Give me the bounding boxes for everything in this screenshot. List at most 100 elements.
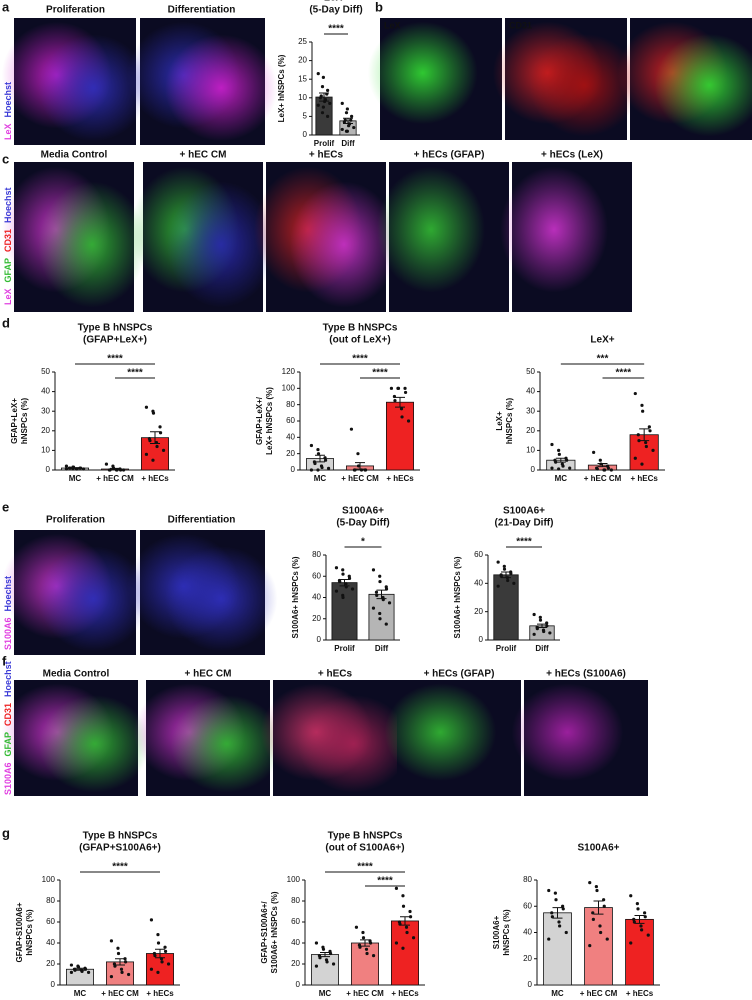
y-axis-label: LeX+ hNSPCs (%)	[277, 54, 286, 122]
data-point	[639, 924, 643, 928]
data-point	[633, 391, 637, 396]
data-point	[344, 582, 348, 586]
data-point	[602, 898, 606, 902]
y-tick-label: 10	[41, 446, 50, 455]
chart-title: (5-Day Diff)	[309, 5, 362, 16]
data-point	[323, 458, 328, 462]
data-point	[156, 933, 160, 937]
panel-letter: d	[2, 315, 10, 330]
y-tick-label: 40	[286, 432, 295, 441]
chart-title: LeX+	[324, 0, 348, 4]
error-bar	[552, 907, 563, 919]
data-point	[338, 579, 342, 584]
data-point	[411, 936, 416, 940]
micrograph-signal	[38, 695, 151, 793]
data-point	[73, 968, 77, 972]
data-point	[375, 593, 379, 597]
data-point	[126, 972, 131, 977]
y-tick-label: 40	[523, 928, 532, 937]
data-point	[538, 615, 542, 619]
data-point	[509, 571, 513, 576]
micrograph-signal	[165, 546, 278, 652]
data-point	[151, 458, 155, 462]
data-point	[163, 945, 167, 949]
x-tick-label: Diff	[341, 139, 355, 148]
x-tick-label: + hECs	[626, 989, 654, 998]
micrograph-signal	[38, 181, 146, 308]
data-point	[542, 629, 546, 634]
micrograph-signal	[297, 695, 410, 793]
error-bar	[315, 454, 325, 463]
data-point	[557, 448, 561, 452]
data-point	[550, 466, 554, 470]
data-point	[318, 96, 322, 100]
error-bar	[155, 948, 165, 959]
data-point	[81, 467, 86, 471]
data-point	[401, 904, 406, 908]
data-point	[331, 962, 336, 966]
data-point	[69, 963, 74, 967]
data-point	[396, 386, 401, 390]
data-point	[404, 925, 409, 929]
y-tick-label: 40	[46, 938, 55, 947]
x-tick-label: Prolif	[496, 644, 517, 653]
chart-title: Type B hNSPCs	[323, 323, 398, 334]
data-point	[502, 567, 507, 571]
data-point	[378, 574, 382, 578]
y-tick-label: 60	[46, 917, 55, 926]
panel-letter: b	[375, 0, 383, 14]
data-point	[400, 415, 404, 419]
data-point	[633, 456, 637, 460]
error-bar	[376, 589, 387, 600]
bar	[385, 401, 414, 471]
data-point	[557, 467, 561, 471]
data-point	[406, 419, 411, 423]
data-point	[340, 101, 344, 105]
error-bar	[110, 467, 120, 471]
data-point	[651, 448, 655, 452]
data-point	[643, 911, 647, 915]
chart-title: (5-Day Diff)	[336, 518, 389, 529]
channel-label: CD31	[3, 229, 13, 252]
y-tick-label: 100	[42, 875, 56, 884]
data-point	[341, 572, 345, 576]
data-point	[550, 915, 554, 919]
error-bar	[501, 571, 511, 579]
x-tick-label: MC	[319, 989, 332, 998]
data-point	[148, 439, 152, 443]
data-point	[155, 444, 159, 449]
data-point	[640, 403, 644, 407]
data-point	[321, 75, 325, 79]
y-axis-label: GFAP+S100A6+/	[260, 901, 269, 964]
chart-title: S100A6+	[503, 506, 545, 517]
y-tick-label: 80	[286, 400, 295, 409]
data-point	[644, 444, 648, 449]
data-point	[361, 936, 366, 940]
bar	[368, 593, 395, 641]
data-point	[646, 933, 650, 937]
data-point	[123, 957, 127, 961]
data-point	[104, 462, 109, 466]
data-point	[345, 107, 349, 111]
y-tick-label: 20	[286, 449, 295, 458]
image-title: Media Control	[43, 669, 110, 680]
channel-label: Hoechst	[3, 576, 13, 612]
data-point	[512, 581, 516, 585]
x-tick-label: + hEC CM	[341, 474, 379, 483]
data-point	[149, 918, 154, 922]
channel-label: Hoechst	[3, 82, 13, 118]
data-point	[635, 902, 639, 906]
x-tick-label: + hEC CM	[580, 989, 618, 998]
data-point	[609, 468, 613, 472]
bar	[493, 574, 519, 641]
y-tick-label: 30	[41, 406, 50, 415]
error-bar	[555, 457, 566, 463]
chart-title: (out of S100A6+)	[325, 843, 404, 854]
x-tick-label: + hEC CM	[346, 989, 384, 998]
data-point	[554, 898, 558, 902]
data-point	[548, 631, 552, 635]
data-point	[632, 920, 636, 924]
data-point	[158, 425, 162, 429]
significance-label: ****	[328, 24, 344, 35]
